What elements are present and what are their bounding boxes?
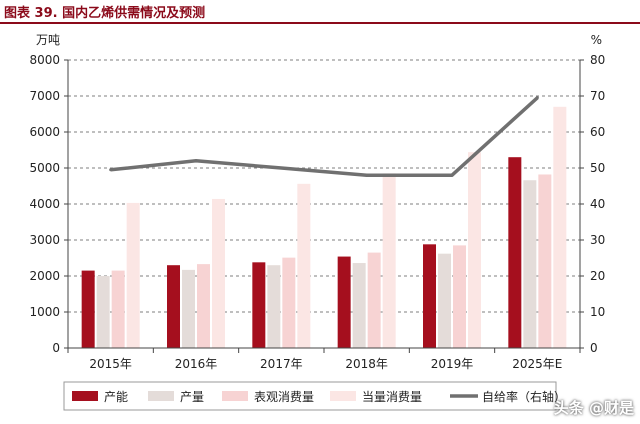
bar-0-3 xyxy=(337,256,351,348)
gridlines xyxy=(68,59,580,313)
bar-2-1 xyxy=(197,264,210,348)
bar-0-4 xyxy=(423,244,436,348)
legend-swatch-2 xyxy=(222,391,248,401)
legend-label-1: 产量 xyxy=(180,390,204,404)
axes: 0 1000 2000 3000 4000 5000 6000 7000 8000 0 10 20 30… xyxy=(29,33,605,371)
bar-1-0 xyxy=(96,276,110,348)
self-sufficiency-line xyxy=(109,96,539,177)
bar-3-3 xyxy=(382,173,396,348)
y-left-unit: 万吨 xyxy=(36,33,60,47)
y-right-tick-label: 30 xyxy=(590,233,605,247)
line-point-3 xyxy=(365,173,369,177)
bar-3-1 xyxy=(212,198,225,348)
bar-2-2 xyxy=(282,257,296,348)
y-left-tick-label: 0 xyxy=(52,341,60,355)
y-left-tick-label: 1000 xyxy=(29,305,60,319)
line-point-2 xyxy=(279,166,283,170)
watermark: 头条 @财是 xyxy=(553,399,634,417)
y-left-tick-label: 8000 xyxy=(29,53,60,67)
bar-0-5 xyxy=(508,157,522,348)
bar-1-5 xyxy=(523,180,537,348)
y-right-tick-label: 10 xyxy=(590,305,605,319)
line-point-0 xyxy=(109,168,113,172)
y-right-tick-label: 20 xyxy=(590,269,605,283)
y-right-tick-label: 80 xyxy=(590,53,605,67)
y-left-tick-label: 6000 xyxy=(29,125,60,139)
bar-1-3 xyxy=(352,263,366,348)
bar-3-0 xyxy=(126,202,140,348)
y-right-tick-label: 70 xyxy=(590,89,605,103)
y-left-tick-label: 7000 xyxy=(29,89,60,103)
line-point-4 xyxy=(450,173,454,177)
legend-swatch-1 xyxy=(148,391,174,401)
chart-title: 图表 39. 国内乙烯供需情况及预测 xyxy=(4,6,206,21)
x-tick-label: 2025年E xyxy=(512,357,562,371)
bar-0-2 xyxy=(252,262,266,348)
x-tick-label: 2019年 xyxy=(431,357,474,371)
bar-2-4 xyxy=(453,245,466,348)
line-point-1 xyxy=(194,159,198,163)
y-right-tick-label: 40 xyxy=(590,197,605,211)
bar-3-4 xyxy=(468,152,481,348)
x-tick-label: 2018年 xyxy=(345,357,388,371)
bar-1-4 xyxy=(438,253,451,348)
legend-label-2: 表观消费量 xyxy=(254,390,314,404)
legend-label-4: 自给率（右轴） xyxy=(482,389,566,404)
x-tick-label: 2016年 xyxy=(175,357,218,371)
legend: 产能 产量 表观消费量 当量消费量 自给率（右轴） xyxy=(63,381,566,411)
bar-3-2 xyxy=(297,183,311,348)
x-tick-label: 2017年 xyxy=(260,357,303,371)
y-left-tick-label: 4000 xyxy=(29,197,60,211)
x-tick-label: 2015年 xyxy=(89,357,132,371)
legend-label-3: 当量消费量 xyxy=(362,390,422,404)
bar-2-0 xyxy=(111,270,125,348)
legend-label-0: 产能 xyxy=(104,390,128,404)
bar-2-3 xyxy=(367,252,381,348)
bar-2-5 xyxy=(538,174,552,348)
bar-0-0 xyxy=(81,270,95,348)
y-right-tick-label: 0 xyxy=(590,341,598,355)
y-right-tick-label: 60 xyxy=(590,125,605,139)
y-left-tick-label: 5000 xyxy=(29,161,60,175)
y-left-tick-label: 2000 xyxy=(29,269,60,283)
y-right-unit: % xyxy=(591,33,602,47)
line-series-4 xyxy=(110,96,539,177)
line-point-5 xyxy=(535,96,539,100)
bar-0-1 xyxy=(167,265,180,348)
bar-3-5 xyxy=(553,106,567,348)
y-right-tick-label: 50 xyxy=(590,161,605,175)
title-rule xyxy=(0,22,640,24)
legend-swatch-0 xyxy=(72,391,98,401)
y-left-tick-label: 3000 xyxy=(29,233,60,247)
bar-1-2 xyxy=(267,265,281,348)
bar-1-1 xyxy=(182,269,195,348)
legend-swatch-3 xyxy=(330,391,356,401)
bars xyxy=(81,106,567,348)
